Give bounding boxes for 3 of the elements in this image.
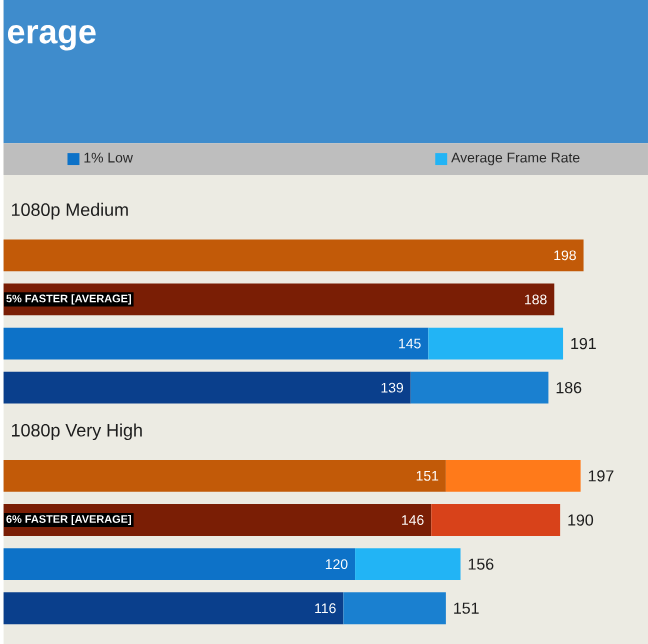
text: 1080p Medium <box>11 202 128 220</box>
annotation: 1080p Very High <box>11 423 142 440</box>
chart-title: erage <box>7 24 96 51</box>
